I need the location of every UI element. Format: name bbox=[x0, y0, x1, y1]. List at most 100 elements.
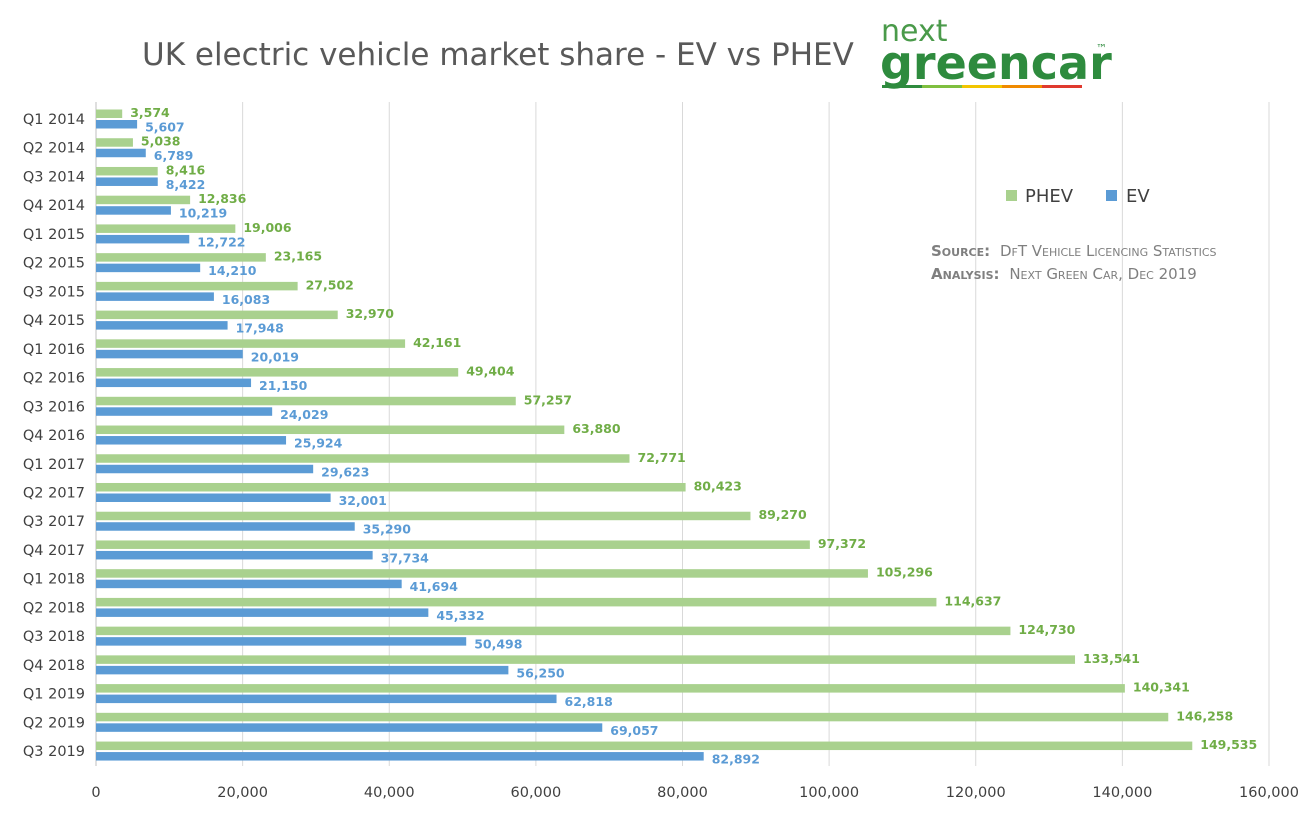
data-label-ev: 8,422 bbox=[166, 177, 206, 192]
bar-phev bbox=[96, 655, 1076, 664]
bar-ev bbox=[96, 694, 557, 704]
x-tick-label: 20,000 bbox=[217, 785, 268, 801]
category-label: Q3 2016 bbox=[23, 399, 85, 415]
bar-phev bbox=[96, 396, 516, 406]
data-label-ev: 32,001 bbox=[339, 493, 387, 508]
bar-ev bbox=[96, 148, 146, 158]
bar-ev bbox=[96, 206, 171, 215]
data-label-phev: 149,535 bbox=[1200, 737, 1257, 752]
data-label-phev: 19,006 bbox=[243, 220, 292, 235]
data-label-ev: 62,818 bbox=[565, 694, 613, 709]
data-label-phev: 114,637 bbox=[944, 593, 1001, 608]
bar-ev bbox=[96, 234, 190, 244]
bar-ev bbox=[96, 436, 287, 445]
legend: PHEV EV bbox=[1006, 186, 1150, 207]
category-label: Q1 2015 bbox=[23, 227, 85, 243]
bar-phev bbox=[96, 511, 751, 521]
data-label-ev: 35,290 bbox=[363, 522, 412, 537]
data-label-ev: 10,219 bbox=[179, 206, 227, 221]
logo-stripe-segment bbox=[962, 85, 1002, 88]
bar-ev bbox=[96, 550, 373, 560]
x-tick-label: 140,000 bbox=[1092, 785, 1152, 801]
data-label-phev: 32,970 bbox=[346, 306, 395, 321]
bar-ev bbox=[96, 120, 138, 129]
category-label: Q2 2017 bbox=[23, 485, 85, 501]
legend-label-phev: PHEV bbox=[1025, 186, 1074, 207]
bar-phev bbox=[96, 569, 868, 578]
bar-phev bbox=[96, 597, 937, 607]
bar-phev bbox=[96, 138, 133, 147]
data-label-ev: 17,948 bbox=[236, 321, 284, 336]
bar-ev bbox=[96, 321, 228, 330]
data-label-ev: 20,019 bbox=[251, 349, 299, 364]
bar-phev bbox=[96, 741, 1193, 751]
logo-text-next: next bbox=[881, 14, 948, 49]
bar-ev bbox=[96, 407, 273, 416]
logo-stripe-segment bbox=[882, 85, 922, 88]
bar-phev bbox=[96, 626, 1011, 636]
x-tick-label: 160,000 bbox=[1239, 785, 1299, 801]
x-tick-label: 80,000 bbox=[657, 785, 708, 801]
x-tick-label: 100,000 bbox=[799, 785, 859, 801]
category-label: Q3 2014 bbox=[23, 169, 85, 185]
bar-ev bbox=[96, 723, 603, 732]
data-label-ev: 12,722 bbox=[197, 234, 245, 249]
data-label-ev: 45,332 bbox=[436, 608, 484, 623]
data-label-ev: 16,083 bbox=[222, 292, 270, 307]
data-label-phev: 49,404 bbox=[466, 364, 515, 379]
data-label-ev: 24,029 bbox=[280, 407, 328, 422]
source-key: Source: bbox=[931, 242, 990, 260]
analysis-value: Next Green Car, Dec 2019 bbox=[1009, 265, 1196, 283]
category-label: Q3 2019 bbox=[23, 744, 85, 760]
logo-text-greencar: greencar bbox=[880, 36, 1112, 90]
data-label-phev: 63,880 bbox=[572, 421, 621, 436]
logo-stripe-segment bbox=[1002, 85, 1042, 88]
data-label-phev: 8,416 bbox=[166, 162, 206, 177]
source-line: Source: DfT Vehicle Licencing Statistics bbox=[931, 242, 1217, 260]
bar-phev bbox=[96, 425, 565, 435]
bar-phev bbox=[96, 195, 191, 205]
data-label-ev: 69,057 bbox=[610, 723, 658, 738]
data-label-phev: 3,574 bbox=[130, 105, 170, 120]
source-value: DfT Vehicle Licencing Statistics bbox=[1000, 242, 1217, 260]
bar-ev bbox=[96, 263, 201, 273]
x-tick-label: 0 bbox=[91, 785, 100, 801]
logo: next greencar ™ bbox=[880, 14, 1112, 90]
bar-ev bbox=[96, 637, 467, 646]
x-tick-label: 60,000 bbox=[511, 785, 562, 801]
category-label: Q4 2017 bbox=[23, 543, 85, 559]
x-tick-label: 120,000 bbox=[946, 785, 1006, 801]
category-label: Q2 2016 bbox=[23, 371, 85, 387]
legend-swatch-ev bbox=[1106, 190, 1117, 201]
data-label-ev: 14,210 bbox=[208, 263, 257, 278]
data-label-ev: 41,694 bbox=[410, 579, 459, 594]
bar-phev bbox=[96, 368, 459, 377]
data-label-phev: 12,836 bbox=[198, 191, 247, 206]
bar-ev bbox=[96, 522, 355, 531]
bar-phev bbox=[96, 454, 630, 463]
logo-stripe-segment bbox=[1042, 85, 1082, 88]
legend-swatch-phev bbox=[1006, 190, 1017, 201]
x-axis-ticks: 0 20,000 40,000 60,000 80,000 100,000 120,000 1… bbox=[91, 785, 1299, 801]
logo-stripe-segment bbox=[922, 85, 962, 88]
bar-ev bbox=[96, 608, 429, 617]
bar-ev bbox=[96, 292, 214, 301]
data-label-ev: 50,498 bbox=[474, 637, 522, 652]
category-label: Q2 2014 bbox=[23, 141, 85, 157]
data-label-ev: 37,734 bbox=[381, 550, 430, 565]
data-label-phev: 133,541 bbox=[1083, 651, 1140, 666]
data-label-phev: 5,038 bbox=[141, 134, 181, 149]
x-tick-label: 40,000 bbox=[364, 785, 415, 801]
category-label: Q3 2018 bbox=[23, 629, 85, 645]
data-label-phev: 146,258 bbox=[1176, 708, 1233, 723]
data-label-ev: 29,623 bbox=[321, 464, 369, 479]
bar-ev bbox=[96, 177, 158, 186]
bar-ev bbox=[96, 378, 252, 388]
bar-ev bbox=[96, 493, 331, 502]
bar-phev bbox=[96, 109, 123, 118]
bar-ev bbox=[96, 464, 314, 474]
data-label-ev: 21,150 bbox=[259, 378, 308, 393]
logo-trademark: ™ bbox=[1096, 42, 1107, 55]
data-label-phev: 72,771 bbox=[638, 450, 686, 465]
bar-ev bbox=[96, 665, 509, 675]
